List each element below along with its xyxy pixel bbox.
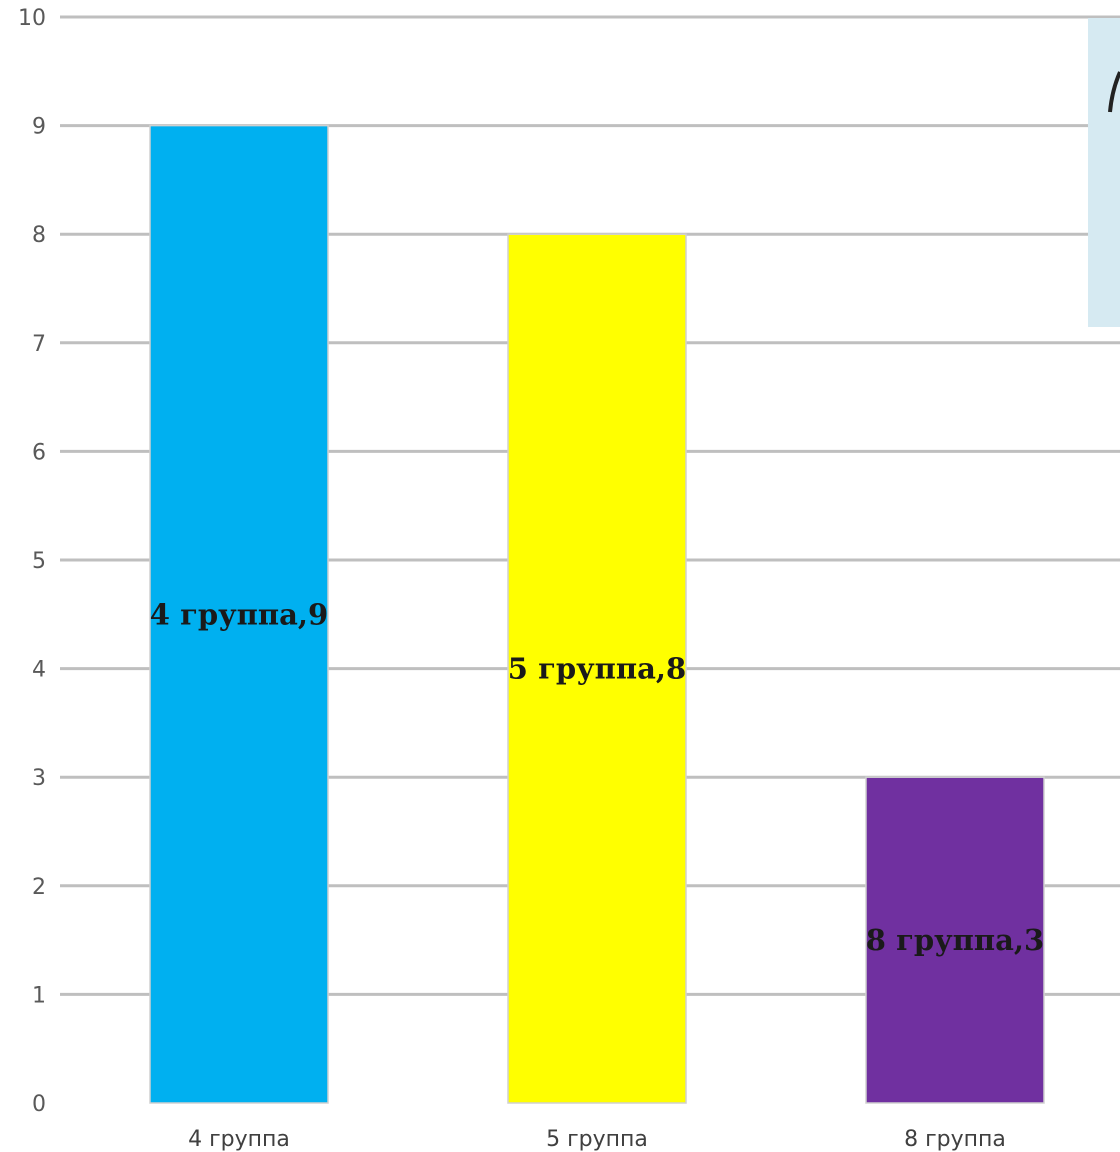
y-tick-label: 2 (32, 875, 46, 900)
y-tick-label: 4 (32, 658, 46, 683)
data-label: 8 группа,3 (866, 923, 1044, 957)
y-tick-label: 7 (32, 332, 46, 357)
y-tick-label: 3 (32, 766, 46, 791)
data-labels: 4 группа,9 5 группа,8 8 группа,3 (150, 597, 1044, 957)
y-tick-label: 9 (32, 115, 46, 140)
bar (507, 233, 687, 1104)
bars (149, 124, 1045, 1104)
y-tick-label: 8 (32, 223, 46, 248)
y-tick-label: 5 (32, 549, 46, 574)
data-label: 5 группа,8 (508, 652, 686, 686)
x-axis-tick-labels: 4 группа 5 группа 8 группа (188, 1127, 1006, 1152)
data-label: 4 группа,9 (150, 597, 328, 631)
x-tick-label: 8 группа (904, 1127, 1006, 1152)
y-tick-label: 1 (32, 983, 46, 1008)
y-axis-tick-labels: 0 1 2 3 4 5 6 7 8 9 10 (18, 6, 46, 1117)
bar (865, 776, 1045, 1104)
x-tick-label: 5 группа (546, 1127, 648, 1152)
y-tick-label: 0 (32, 1092, 46, 1117)
x-tick-label: 4 группа (188, 1127, 290, 1152)
overlay-partial-glyph (1108, 71, 1120, 113)
y-tick-label: 10 (18, 6, 46, 31)
overlay-panel (1088, 18, 1120, 327)
bar (149, 124, 329, 1104)
y-tick-label: 6 (32, 440, 46, 465)
